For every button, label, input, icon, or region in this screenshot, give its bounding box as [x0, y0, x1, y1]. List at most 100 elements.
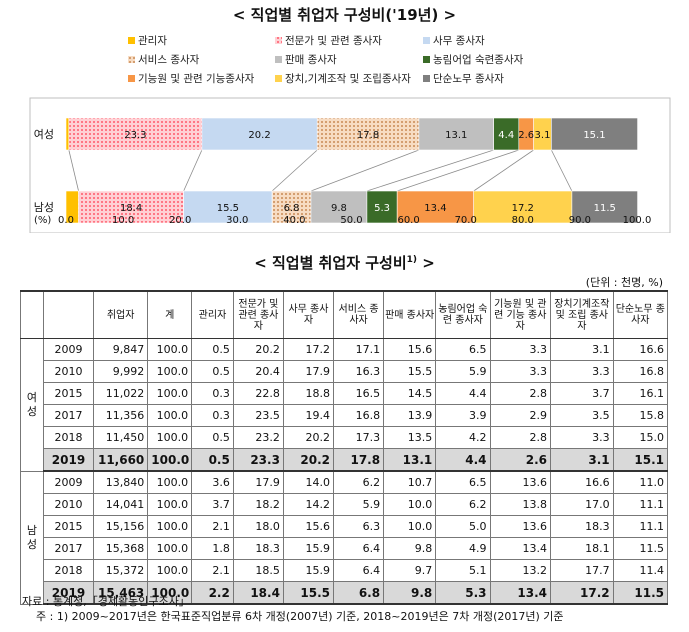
legend-label: 서비스 종사자	[138, 54, 200, 66]
value-cell: 0.5	[191, 426, 234, 449]
value-cell: 10.7	[383, 470, 437, 494]
connector-line	[550, 149, 573, 192]
table-row: 2010 14,041 100.0 3.7 18.2 14.2 5.9 10.0 6.2 13.8…	[21, 493, 669, 516]
value-cell: 6.5	[435, 470, 491, 494]
value-cell: 9,847	[93, 338, 149, 361]
data-label: 15.5	[217, 203, 239, 214]
connector-line	[310, 149, 420, 192]
value-cell: 18.1	[550, 537, 614, 560]
value-cell: 4.2	[435, 426, 491, 449]
bar-segment	[366, 190, 398, 224]
table-header-cell: 관리자	[191, 290, 234, 339]
value-cell: 13.2	[489, 559, 552, 582]
value-cell: 20.2	[282, 448, 335, 472]
data-label: 15.1	[583, 130, 605, 141]
value-cell: 3.6	[191, 470, 234, 494]
bar-segment	[396, 190, 474, 224]
table-header-cell: 사무 종사자	[282, 290, 335, 339]
connector-line	[473, 149, 534, 192]
bars: 여성 23.3 20.2 17.8 13.1 4.4 2.6 3.1 15.1 남성 18.4 15.…	[34, 117, 638, 224]
data-table: 취업자 계 관리자 전문가 및 관련 종사자 사무 종사자 서비스 종사자 판매 종사자 농림…	[20, 290, 669, 605]
value-cell: 0.5	[191, 360, 234, 383]
value-cell: 13.6	[489, 470, 552, 494]
year-cell: 2017	[42, 404, 95, 427]
plot-frame	[29, 97, 671, 233]
value-cell: 15.6	[282, 515, 335, 538]
value-cell: 17.9	[282, 360, 335, 383]
data-label: 13.4	[424, 203, 446, 214]
category-label: 남성	[34, 201, 54, 214]
table-row: 2015 11,022 100.0 0.3 22.8 18.8 16.5 14.5 4.4 2.8…	[21, 382, 669, 405]
value-cell: 17.1	[332, 338, 385, 361]
value-cell: 11.0	[612, 470, 669, 494]
value-cell: 6.2	[435, 493, 491, 516]
year-cell: 2010	[42, 360, 95, 383]
bar-segment	[271, 190, 312, 224]
value-cell: 4.4	[435, 382, 491, 405]
bar-segment	[201, 117, 318, 151]
value-cell: 2.8	[489, 382, 552, 405]
value-cell: 2.2	[191, 581, 234, 605]
x-tick-label: 100.0	[623, 215, 652, 226]
value-cell: 2.1	[191, 559, 234, 582]
x-tick-label: 60.0	[397, 215, 419, 226]
value-cell: 15.8	[612, 404, 669, 427]
value-cell: 6.4	[332, 537, 385, 560]
value-cell: 16.5	[332, 382, 385, 405]
value-cell: 2.6	[489, 448, 552, 472]
data-label: 3.1	[535, 130, 551, 141]
value-cell: 16.8	[612, 360, 669, 383]
value-cell: 11.5	[612, 581, 669, 605]
value-cell: 6.8	[332, 581, 385, 605]
year-cell: 2019	[42, 448, 95, 472]
source-note: 자료 : 통계청,「경제활동인구조사」	[22, 595, 190, 608]
value-cell: 16.6	[550, 470, 614, 494]
legend-swatch	[128, 37, 135, 44]
header-corner	[20, 290, 44, 339]
value-cell: 16.6	[612, 338, 669, 361]
connector-line	[68, 149, 79, 192]
x-tick-label: 20.0	[169, 215, 191, 226]
value-cell: 0.3	[191, 382, 234, 405]
value-cell: 5.1	[435, 559, 491, 582]
year-cell: 2017	[42, 537, 95, 560]
value-cell: 100.0	[147, 404, 193, 427]
table-row: 2019 11,660 100.0 0.5 23.3 20.2 17.8 13.1 4.4 2.6…	[21, 448, 669, 472]
data-label: 23.3	[124, 130, 146, 141]
value-cell: 3.7	[550, 382, 614, 405]
value-cell: 19.4	[282, 404, 335, 427]
year-cell: 2015	[42, 515, 95, 538]
unit-label: (단위 : 천명, %)	[585, 276, 663, 289]
value-cell: 15.5	[383, 360, 437, 383]
value-cell: 20.2	[232, 338, 284, 361]
value-cell: 100.0	[147, 581, 193, 605]
bar-segment	[68, 117, 203, 151]
value-cell: 11,356	[93, 404, 149, 427]
table-title-end: >	[417, 254, 435, 272]
table-row: 2010 9,992 100.0 0.5 20.4 17.9 16.3 15.5 5.9 3.3 3…	[21, 360, 669, 383]
year-cell: 2018	[42, 426, 95, 449]
year-cell: 2009	[42, 338, 95, 361]
legend-swatch	[275, 56, 282, 63]
value-cell: 9.7	[383, 559, 437, 582]
value-cell: 100.0	[147, 470, 193, 494]
table-row: 2018 15,372 100.0 2.1 18.5 15.9 6.4 9.7 5.1 13.2 1…	[21, 559, 669, 582]
category-label: 여성	[34, 128, 54, 141]
bar-segment	[78, 190, 184, 224]
bar-segment	[571, 190, 638, 224]
value-cell: 100.0	[147, 537, 193, 560]
table-title-text: < 직업별 취업자 구성비	[254, 254, 407, 272]
connector-line	[397, 149, 519, 192]
value-cell: 13.1	[383, 448, 437, 472]
value-cell: 0.5	[191, 448, 234, 472]
value-cell: 5.0	[435, 515, 491, 538]
value-cell: 17.9	[232, 470, 284, 494]
data-label: 11.5	[594, 203, 616, 214]
bar-segment	[473, 190, 573, 224]
value-cell: 18.0	[232, 515, 284, 538]
connector-line	[183, 149, 203, 192]
value-cell: 14.0	[282, 470, 335, 494]
x-tick-label: 40.0	[283, 215, 305, 226]
value-cell: 14,041	[93, 493, 149, 516]
